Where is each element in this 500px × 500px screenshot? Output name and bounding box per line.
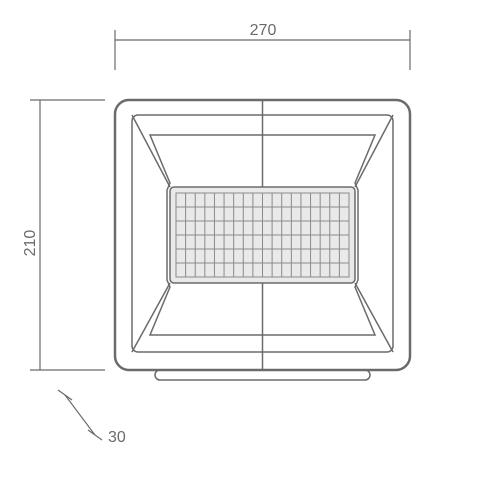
mounting-bracket: [155, 370, 370, 380]
dimension-width-label: 270: [250, 22, 277, 39]
technical-drawing: 270 210 30: [0, 0, 500, 500]
dimension-height-label: 210: [22, 230, 39, 257]
dimension-depth-label: 30: [108, 429, 126, 446]
